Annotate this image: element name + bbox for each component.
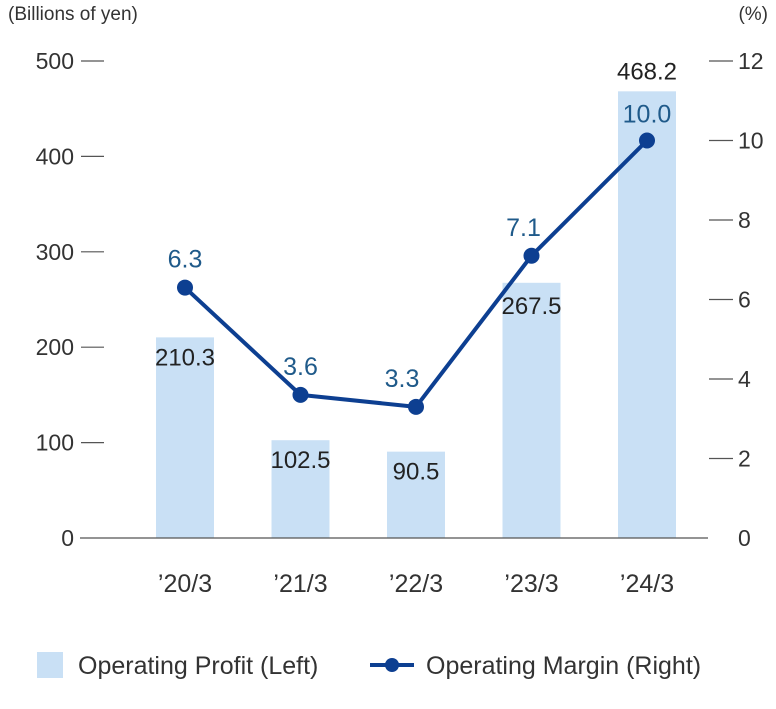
left-tick-label: 100 (36, 430, 74, 456)
margin-point (523, 247, 540, 264)
legend-line-label: Operating Margin (Right) (426, 652, 701, 680)
legend-bar-label: Operating Profit (Left) (78, 652, 318, 680)
bar (387, 451, 445, 538)
left-tick-label: 500 (36, 48, 74, 74)
bar-value-label: 102.5 (270, 447, 330, 474)
right-axis: 0 2 4 6 8 10 12 (709, 48, 764, 551)
line-value-label: 3.6 (283, 353, 318, 381)
left-tick-label: 400 (36, 143, 74, 169)
bar-value-label: 267.5 (501, 293, 561, 320)
right-tick-label: 2 (738, 446, 751, 472)
left-tick-label: 300 (36, 239, 74, 265)
bar-value-label: 210.3 (155, 344, 215, 371)
category-label: ’23/3 (504, 570, 558, 598)
margin-line (177, 132, 655, 415)
margin-point (639, 132, 655, 149)
line-labels: 6.3 3.6 3.3 7.1 10.0 (168, 101, 672, 393)
margin-point (177, 279, 193, 296)
line-value-label: 3.3 (385, 365, 420, 393)
right-tick-label: 8 (738, 207, 751, 233)
margin-point (408, 398, 424, 415)
bar-value-label: 90.5 (393, 459, 440, 486)
bar (156, 337, 214, 538)
right-tick-label: 0 (738, 525, 751, 551)
left-axis: 0 100 200 300 400 500 (36, 48, 104, 551)
bar-value-label: 468.2 (617, 58, 677, 85)
bar (618, 91, 676, 539)
bar (502, 282, 561, 538)
right-axis-unit: (%) (738, 4, 768, 25)
right-tick-label: 6 (738, 287, 751, 313)
line-value-label: 10.0 (623, 101, 672, 129)
left-tick-label: 0 (61, 525, 74, 551)
category-label: ’22/3 (389, 570, 443, 598)
bar (271, 440, 330, 538)
category-label: ’24/3 (620, 570, 674, 598)
right-tick-label: 12 (738, 48, 764, 74)
margin-point (292, 386, 309, 403)
category-axis: ’20/3 ’21/3 ’22/3 ’23/3 ’24/3 (158, 570, 674, 598)
bar-labels: 210.3 102.5 90.5 267.5 468.2 (155, 58, 677, 485)
right-tick-label: 4 (738, 366, 751, 392)
right-tick-label: 10 (738, 128, 764, 154)
category-label: ’21/3 (273, 570, 327, 598)
line-value-label: 7.1 (506, 214, 541, 242)
left-axis-unit: (Billions of yen) (8, 4, 138, 25)
legend-line-marker (385, 658, 399, 672)
line-value-label: 6.3 (168, 246, 203, 274)
category-label: ’20/3 (158, 570, 212, 598)
left-tick-label: 200 (36, 334, 74, 360)
legend-bar-swatch (37, 652, 63, 678)
legend: Operating Profit (Left) Operating Margin… (37, 652, 701, 680)
bars (156, 91, 676, 539)
